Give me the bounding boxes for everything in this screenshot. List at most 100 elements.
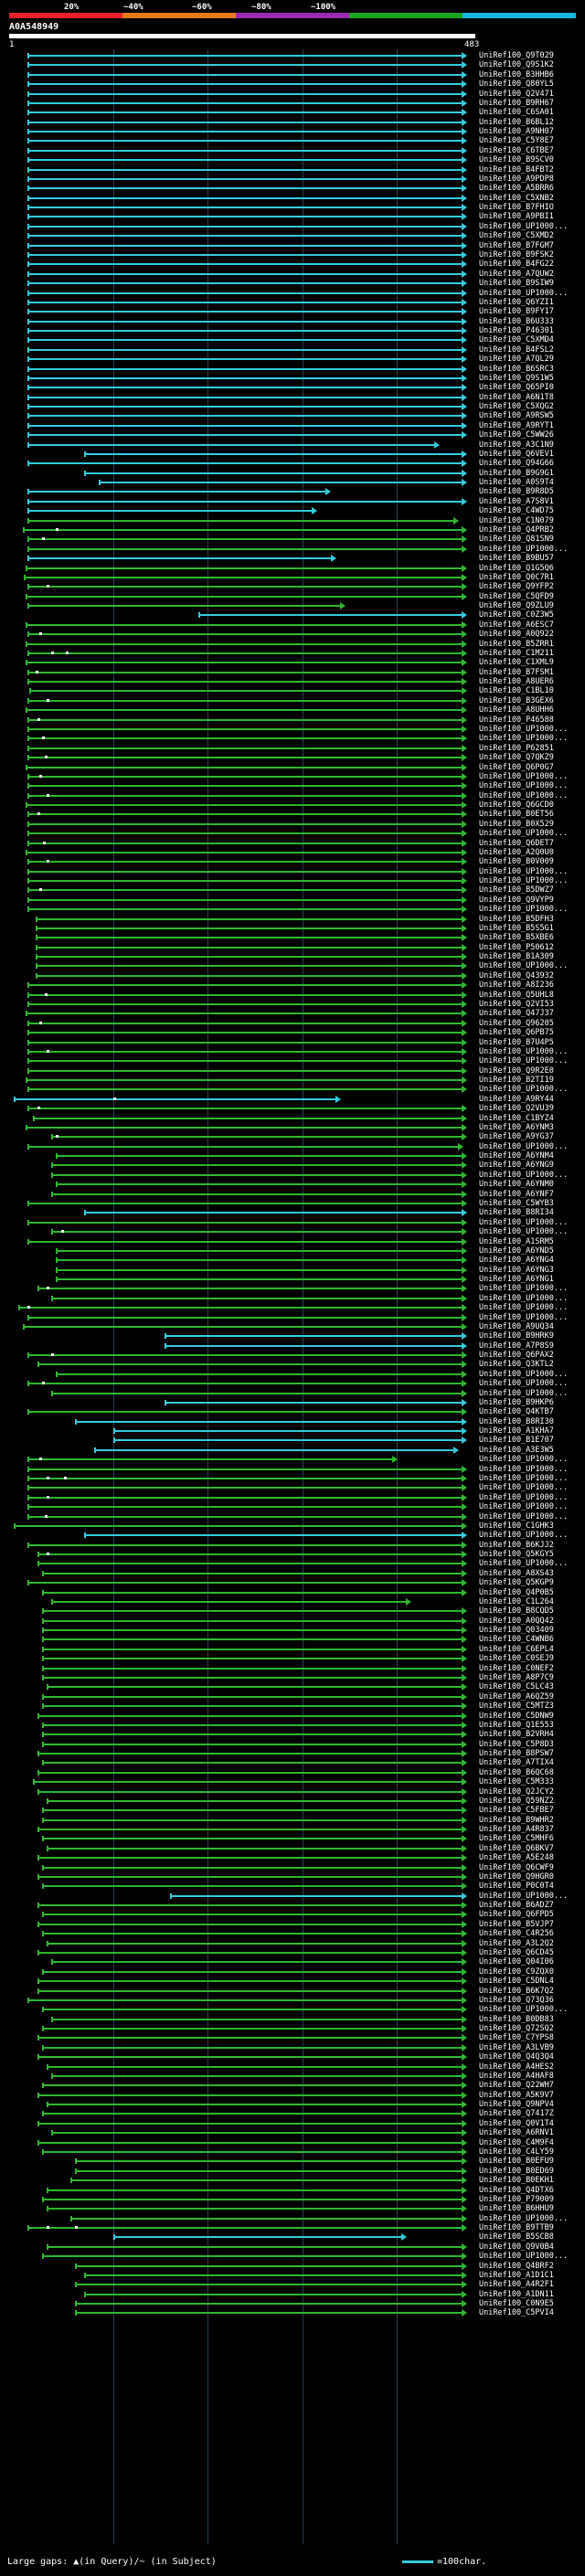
hit-row[interactable]: UniRef100_Q6DET7 (0, 839, 585, 848)
hit-row[interactable]: UniRef100_B0V009 (0, 857, 585, 866)
hit-row[interactable]: UniRef100_UP1000... (0, 1455, 585, 1464)
hit-row[interactable]: UniRef100_A0QQ42 (0, 1617, 585, 1626)
hit-row[interactable]: UniRef100_Q9S1K2 (0, 60, 585, 69)
hit-row[interactable]: UniRef100_Q6CD45 (0, 1948, 585, 1957)
hit-row[interactable]: UniRef100_B8CQD5 (0, 1606, 585, 1616)
hit-label[interactable]: UniRef100_B0V009 (479, 857, 554, 867)
hit-row[interactable]: UniRef100_C5DNL4 (0, 1977, 585, 1986)
hit-label[interactable]: UniRef100_P46588 (479, 715, 554, 725)
hit-label[interactable]: UniRef100_UP1000... (479, 1531, 569, 1541)
hit-label[interactable]: UniRef100_UP1000... (479, 1474, 569, 1483)
hit-label[interactable]: UniRef100_C4WD75 (479, 506, 554, 516)
hit-label[interactable]: UniRef100_C5PVI4 (479, 2308, 554, 2318)
hit-label[interactable]: UniRef100_Q2V471 (479, 89, 554, 99)
hit-label[interactable]: UniRef100_C0SEJ9 (479, 1654, 554, 1664)
hit-row[interactable]: UniRef100_Q9S1W5 (0, 374, 585, 383)
hit-row[interactable]: UniRef100_UP1000... (0, 876, 585, 885)
hit-label[interactable]: UniRef100_A9RY44 (479, 1094, 554, 1104)
hit-row[interactable]: UniRef100_A8UHH6 (0, 705, 585, 715)
hit-label[interactable]: UniRef100_A7QL29 (479, 355, 554, 365)
hit-label[interactable]: UniRef100_A9PDP8 (479, 174, 554, 184)
hit-label[interactable]: UniRef100_UP1000... (479, 829, 569, 839)
hit-label[interactable]: UniRef100_A1DN11 (479, 2289, 554, 2299)
hit-label[interactable]: UniRef100_C5MTZ3 (479, 1701, 554, 1712)
hit-row[interactable]: UniRef100_C9ZQX0 (0, 1967, 585, 1977)
hit-row[interactable]: UniRef100_A6YNM0 (0, 1180, 585, 1189)
hit-label[interactable]: UniRef100_C4WNB6 (479, 1635, 554, 1645)
hit-row[interactable]: UniRef100_C0NEF2 (0, 1664, 585, 1673)
hit-row[interactable]: UniRef100_UP1000... (0, 734, 585, 743)
hit-label[interactable]: UniRef100_B5ZRR1 (479, 639, 554, 649)
hit-row[interactable]: UniRef100_Q1E553 (0, 1721, 585, 1730)
hit-row[interactable]: UniRef100_Q4DTX6 (0, 2186, 585, 2195)
hit-row[interactable]: UniRef100_Q80YL5 (0, 80, 585, 89)
hit-row[interactable]: UniRef100_C5XMD4 (0, 335, 585, 345)
hit-row[interactable]: UniRef100_A6YNG9 (0, 1161, 585, 1170)
hit-row[interactable]: UniRef100_C5XMD2 (0, 231, 585, 240)
hit-row[interactable]: UniRef100_C6TBE7 (0, 146, 585, 155)
hit-row[interactable]: UniRef100_B0DB83 (0, 2015, 585, 2024)
hit-label[interactable]: UniRef100_C5Y8E7 (479, 136, 554, 146)
hit-label[interactable]: UniRef100_B3GEX6 (479, 695, 554, 705)
hit-label[interactable]: UniRef100_P62851 (479, 743, 554, 753)
hit-row[interactable]: UniRef100_Q4PRB2 (0, 525, 585, 535)
hit-label[interactable]: UniRef100_C5FBE7 (479, 1806, 554, 1816)
hit-label[interactable]: UniRef100_UP1000... (479, 1388, 569, 1398)
hit-label[interactable]: UniRef100_Q9HGR0 (479, 1871, 554, 1882)
hit-row[interactable]: UniRef100_Q4BRF2 (0, 2262, 585, 2271)
hit-label[interactable]: UniRef100_C4M9F4 (479, 2137, 554, 2147)
hit-label[interactable]: UniRef100_A1KHA7 (479, 1426, 554, 1436)
hit-row[interactable]: UniRef100_A9PDP8 (0, 175, 585, 184)
hit-row[interactable]: UniRef100_B5DFH3 (0, 915, 585, 924)
hit-row[interactable]: UniRef100_A5BRR6 (0, 184, 585, 193)
hit-row[interactable]: UniRef100_Q94G66 (0, 459, 585, 468)
hit-row[interactable]: UniRef100_UP1000... (0, 2005, 585, 2014)
hit-label[interactable]: UniRef100_A3LVB9 (479, 2042, 554, 2052)
hit-label[interactable]: UniRef100_Q9T029 (479, 51, 554, 60)
hit-label[interactable]: UniRef100_Q81SN9 (479, 535, 554, 545)
hit-label[interactable]: UniRef100_C1L264 (479, 1596, 554, 1606)
hit-row[interactable]: UniRef100_C0Z3W5 (0, 610, 585, 620)
hit-row[interactable]: UniRef100_B9G9G1 (0, 469, 585, 478)
hit-label[interactable]: UniRef100_Q7417Z (479, 2109, 554, 2119)
hit-row[interactable]: UniRef100_Q6PAX2 (0, 1351, 585, 1360)
hit-row[interactable]: UniRef100_Q4KTB7 (0, 1407, 585, 1416)
hit-row[interactable]: UniRef100_UP1000... (0, 961, 585, 970)
hit-row[interactable]: UniRef100_UP1000... (0, 1370, 585, 1379)
hit-label[interactable]: UniRef100_P46301 (479, 326, 554, 336)
hit-label[interactable]: UniRef100_B0ET56 (479, 810, 554, 820)
hit-label[interactable]: UniRef100_B4FSL2 (479, 345, 554, 355)
hit-label[interactable]: UniRef100_C5XMD2 (479, 231, 554, 241)
hit-row[interactable]: UniRef100_Q9NPV4 (0, 2100, 585, 2109)
hit-label[interactable]: UniRef100_B6QC68 (479, 1767, 554, 1777)
hit-row[interactable]: UniRef100_UP1000... (0, 1303, 585, 1312)
hit-row[interactable]: UniRef100_Q6CWF9 (0, 1863, 585, 1872)
hit-row[interactable]: UniRef100_B6BL12 (0, 118, 585, 127)
hit-row[interactable]: UniRef100_C4WD75 (0, 506, 585, 515)
hit-row[interactable]: UniRef100_B2VRH4 (0, 1730, 585, 1739)
hit-row[interactable]: UniRef100_UP1000... (0, 222, 585, 231)
hit-label[interactable]: UniRef100_A8UHH6 (479, 705, 554, 716)
hit-row[interactable]: UniRef100_B9HKP6 (0, 1398, 585, 1407)
hit-label[interactable]: UniRef100_A6YNM3 (479, 1122, 554, 1132)
hit-row[interactable]: UniRef100_A6YNF7 (0, 1190, 585, 1199)
hit-row[interactable]: UniRef100_A9RYT1 (0, 421, 585, 430)
hit-row[interactable]: UniRef100_A8XS43 (0, 1569, 585, 1578)
hit-row[interactable]: UniRef100_Q1G5Q6 (0, 564, 585, 573)
hit-row[interactable]: UniRef100_Q2VU39 (0, 1104, 585, 1113)
hit-row[interactable]: UniRef100_A6YND5 (0, 1246, 585, 1256)
hit-label[interactable]: UniRef100_B5SCB8 (479, 2232, 554, 2242)
hit-row[interactable]: UniRef100_B9BU57 (0, 554, 585, 563)
hit-label[interactable]: UniRef100_UP1000... (479, 1379, 569, 1389)
hit-row[interactable]: UniRef100_UP1000... (0, 1389, 585, 1398)
hit-label[interactable]: UniRef100_C9ZQX0 (479, 1966, 554, 1977)
hit-row[interactable]: UniRef100_A9YG37 (0, 1132, 585, 1141)
hit-label[interactable]: UniRef100_C5M333 (479, 1777, 554, 1787)
hit-row[interactable]: UniRef100_A8P7C9 (0, 1673, 585, 1682)
hit-label[interactable]: UniRef100_A0QQ42 (479, 1616, 554, 1626)
hit-label[interactable]: UniRef100_A6YNG1 (479, 1275, 554, 1285)
hit-row[interactable]: UniRef100_P62851 (0, 744, 585, 753)
hit-row[interactable]: UniRef100_B9SIW9 (0, 279, 585, 288)
hit-label[interactable]: UniRef100_UP1000... (479, 1217, 569, 1227)
hit-label[interactable]: UniRef100_C7YPS8 (479, 2033, 554, 2043)
